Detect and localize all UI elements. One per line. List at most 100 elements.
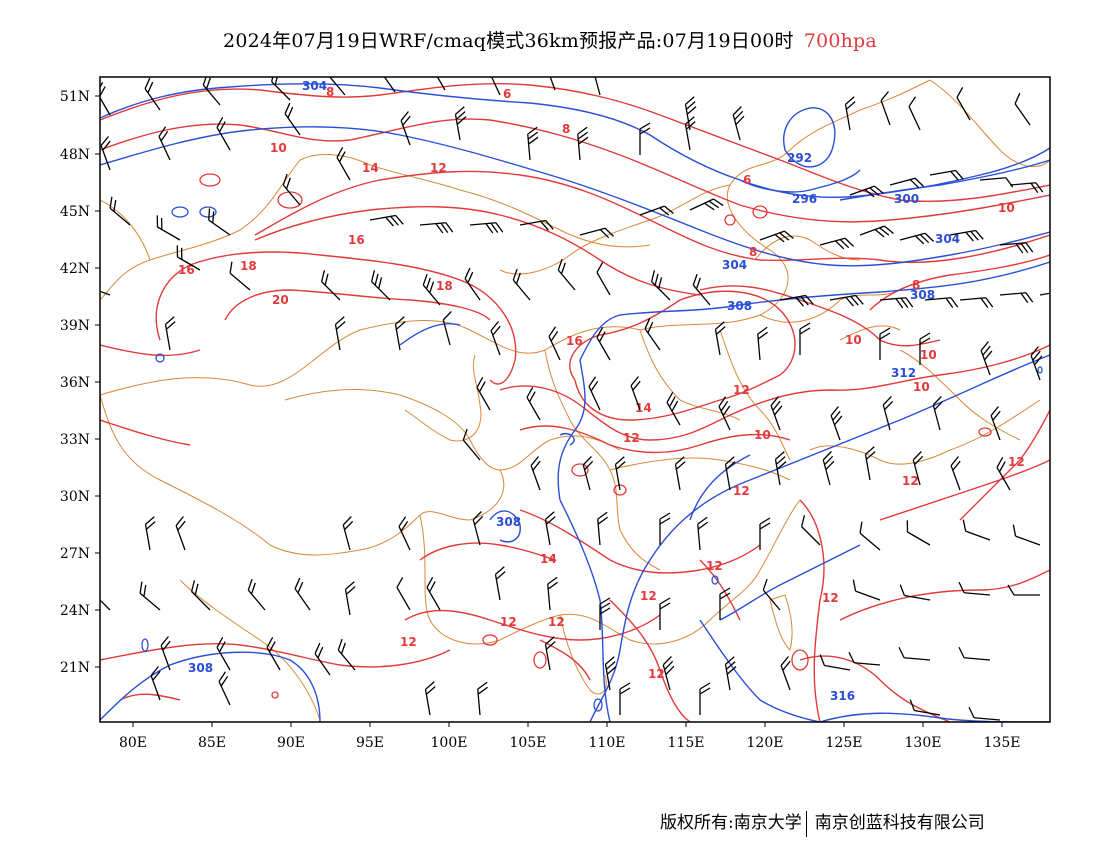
x-tick-label: 120E — [747, 735, 784, 751]
temp-label: 12 — [548, 615, 565, 629]
temp-label: 18 — [240, 259, 257, 273]
wind-barb — [880, 91, 891, 126]
x-tick-label: 125E — [826, 735, 863, 751]
wind-barb — [666, 391, 681, 426]
wind-barb — [477, 681, 488, 716]
wind-barb — [932, 396, 944, 431]
wind-barb — [320, 270, 341, 301]
wind-barb — [819, 654, 851, 671]
temp-label: 10 — [270, 141, 287, 155]
wind-barb — [218, 671, 231, 706]
wind-barb — [544, 636, 556, 671]
wind-barb — [1007, 584, 1040, 596]
wind-barb — [718, 396, 731, 431]
temp-label: 14 — [540, 552, 557, 566]
wind-barb — [909, 699, 941, 716]
wind-barb — [662, 656, 675, 691]
wind-barb — [512, 268, 531, 301]
red-contour-labels: 8 14 12 16 16 18 20 18 16 8 6 6 8 10 10 … — [178, 85, 1025, 681]
height-label: 304 — [722, 258, 747, 272]
wind-barb — [770, 396, 783, 431]
wind-barb — [639, 205, 674, 216]
wind-barb — [398, 516, 411, 551]
wind-barb — [724, 656, 737, 691]
wind-barbs — [100, 77, 1050, 721]
wind-barb — [780, 656, 791, 691]
wind-barb — [494, 566, 506, 601]
footer-right: 南京创蓝科技有限公司 — [814, 813, 985, 833]
y-tick-label: 39N — [60, 318, 90, 334]
wind-barb — [396, 576, 411, 611]
wind-barb — [369, 214, 404, 227]
wind-barb — [659, 597, 671, 630]
temp-label: 12 — [733, 383, 750, 397]
wind-barb — [996, 456, 1011, 491]
map-layers: 8 14 12 16 16 18 20 18 16 8 6 6 8 10 10 … — [100, 77, 1050, 722]
temp-label: 8 — [326, 85, 334, 99]
wind-barb — [419, 222, 454, 234]
wind-barb — [336, 146, 351, 181]
title-level: 700hpa — [803, 30, 877, 52]
wind-barb — [175, 516, 186, 551]
wind-barb — [882, 396, 894, 431]
temp-label: 20 — [272, 293, 289, 307]
wind-barb — [864, 446, 876, 481]
y-tick-label: 42N — [60, 261, 90, 277]
wind-barb — [229, 261, 251, 291]
footer-separator — [805, 810, 807, 837]
x-tick-label: 80E — [119, 735, 147, 751]
wind-barb — [592, 77, 604, 96]
wind-barb — [949, 229, 984, 242]
wind-barb — [158, 126, 171, 161]
wind-barb — [426, 576, 441, 611]
temp-label: 10 — [913, 380, 930, 394]
temp-label: 10 — [920, 348, 937, 362]
wind-barb — [150, 666, 161, 701]
wind-barb — [852, 579, 881, 601]
wind-barb — [202, 77, 221, 106]
temp-label: 14 — [362, 161, 379, 175]
wind-barb — [889, 177, 924, 189]
temp-label: 14 — [635, 401, 652, 415]
wind-barb — [100, 136, 111, 171]
temp-label: 16 — [566, 334, 583, 348]
y-tick-label: 36N — [60, 375, 90, 391]
wind-barb — [294, 577, 311, 611]
wind-barb — [919, 332, 931, 365]
height-label: 296 — [792, 192, 817, 206]
wind-barb — [588, 376, 601, 411]
wind-barb — [724, 456, 736, 491]
wind-barb — [929, 169, 964, 181]
wind-barb — [619, 682, 631, 715]
wind-barb — [284, 102, 301, 136]
wind-barb — [848, 651, 881, 666]
temp-label: 12 — [822, 591, 839, 605]
x-tick-label: 90E — [277, 735, 305, 751]
y-tick-label: 27N — [60, 546, 90, 562]
wind-barb — [472, 511, 484, 546]
wind-barb — [596, 261, 611, 296]
temp-label: 12 — [1008, 455, 1025, 469]
wind-barb — [109, 196, 131, 226]
wind-barb — [899, 232, 934, 245]
wind-barb — [422, 273, 441, 306]
wind-barb — [582, 456, 594, 491]
wind-barb — [999, 292, 1034, 303]
y-tick-label: 24N — [60, 603, 90, 619]
wind-barb — [1039, 289, 1050, 301]
wind-barb — [800, 515, 821, 546]
wind-barb — [476, 376, 491, 411]
wind-barb — [757, 326, 768, 361]
height-label: 300 — [894, 192, 919, 206]
y-tick-label: 48N — [60, 147, 90, 163]
wind-barb — [400, 111, 411, 146]
wind-barb — [879, 327, 891, 360]
wind-barb — [958, 646, 991, 661]
wind-barb — [990, 406, 1001, 441]
wind-barb — [530, 456, 541, 491]
wind-barb — [614, 456, 626, 491]
wind-barb — [849, 185, 884, 198]
wind-barb — [547, 576, 558, 611]
wind-barb — [639, 122, 651, 155]
